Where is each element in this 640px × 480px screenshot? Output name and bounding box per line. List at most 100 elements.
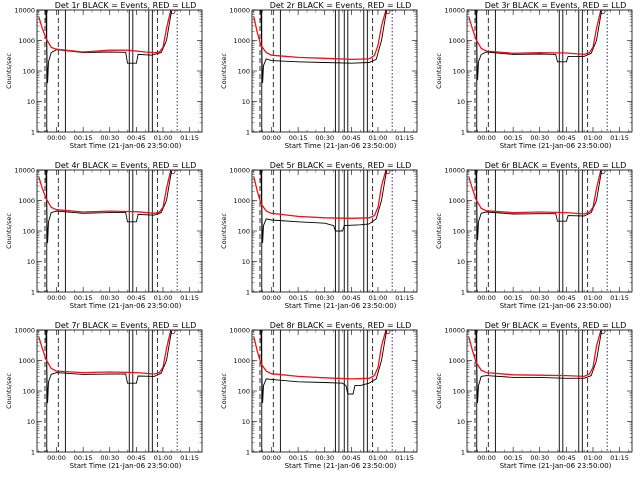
y-tick-label: 1 [31, 449, 35, 457]
x-tick-label: 01:00 [154, 454, 173, 462]
y-tick-label: 1 [31, 289, 35, 297]
events-series-line [468, 170, 611, 241]
y-tick-label: 100 [453, 388, 465, 396]
x-tick-label: 01:15 [180, 294, 199, 302]
x-tick-label: 01:00 [584, 134, 603, 142]
x-tick-label: 00:45 [127, 134, 146, 142]
chart-title: Det 5r BLACK = Events, RED = LLD [270, 161, 412, 170]
y-tick-label: 10 [242, 258, 250, 266]
y-tick-label: 10000 [229, 167, 250, 175]
y-tick-label: 10000 [444, 167, 465, 175]
x-tick-label: 00:45 [342, 134, 361, 142]
events-series-line [38, 170, 181, 244]
lld-series-line [253, 170, 388, 219]
plot-area [38, 330, 181, 452]
chart-title: Det 8r BLACK = Events, RED = LLD [270, 321, 412, 330]
x-tick-label: 00:15 [74, 294, 93, 302]
x-tick-label: 01:00 [154, 294, 173, 302]
x-tick-label: 00:15 [289, 454, 308, 462]
events-series-line [253, 330, 396, 404]
y-axis-label: Counts/sec [220, 373, 228, 409]
x-tick-label: 00:00 [477, 294, 496, 302]
x-tick-label: 01:00 [584, 294, 603, 302]
x-tick-label: 00:15 [289, 294, 308, 302]
y-tick-label: 1000 [233, 197, 250, 205]
x-axis-label: Start Time (21-Jan-06 23:50:00) [500, 462, 612, 470]
y-tick-label: 100 [453, 68, 465, 76]
saturation-marker [385, 330, 391, 335]
chart-panel-6: Det 6r BLACK = Events, RED = LLD 1 10 100 10… [435, 161, 633, 310]
x-tick-label: 00:30 [530, 454, 549, 462]
y-axis-label: Counts/sec [5, 373, 13, 409]
chart-title: Det 6r BLACK = Events, RED = LLD [485, 161, 627, 170]
events-series-line [253, 170, 396, 244]
x-tick-label: 00:30 [100, 454, 119, 462]
chart-title: Det 7r BLACK = Events, RED = LLD [55, 321, 197, 330]
chart-title: Det 9r BLACK = Events, RED = LLD [485, 321, 627, 330]
y-tick-label: 10000 [229, 327, 250, 335]
x-tick-label: 01:15 [395, 454, 414, 462]
chart-title: Det 4r BLACK = Events, RED = LLD [55, 161, 197, 170]
x-tick-label: 00:00 [47, 294, 66, 302]
x-tick-label: 00:00 [477, 134, 496, 142]
x-tick-label: 00:45 [127, 454, 146, 462]
y-tick-label: 1 [246, 289, 250, 297]
saturation-marker [600, 330, 606, 335]
x-axis-label: Start Time (21-Jan-06 23:50:00) [500, 142, 612, 150]
events-series-line [468, 330, 611, 404]
x-tick-label: 00:15 [74, 134, 93, 142]
x-axis-label: Start Time (21-Jan-06 23:50:00) [285, 302, 397, 310]
x-tick-label: 01:00 [584, 454, 603, 462]
x-tick-label: 00:15 [504, 454, 523, 462]
x-tick-label: 00:30 [100, 134, 119, 142]
chart-panel-7: Det 7r BLACK = Events, RED = LLD 1 10 100 10… [5, 321, 203, 470]
y-tick-label: 100 [23, 228, 35, 236]
y-tick-label: 100 [23, 68, 35, 76]
y-tick-label: 1000 [18, 37, 35, 45]
y-tick-label: 10 [457, 98, 465, 106]
x-tick-label: 00:00 [262, 294, 281, 302]
y-tick-label: 1000 [18, 357, 35, 365]
y-tick-label: 10000 [444, 327, 465, 335]
saturation-marker [170, 10, 176, 15]
x-tick-label: 00:45 [127, 294, 146, 302]
lld-series-line [468, 330, 603, 378]
y-tick-label: 10000 [14, 327, 35, 335]
x-tick-label: 01:15 [180, 454, 199, 462]
plot-area [468, 10, 611, 132]
x-tick-label: 00:45 [342, 454, 361, 462]
x-tick-label: 00:15 [289, 134, 308, 142]
y-tick-label: 1000 [18, 197, 35, 205]
saturation-marker [170, 330, 176, 335]
x-tick-label: 00:45 [342, 294, 361, 302]
plot-area [253, 10, 396, 132]
y-tick-label: 10 [242, 98, 250, 106]
x-tick-label: 01:15 [395, 294, 414, 302]
y-axis-label: Counts/sec [435, 53, 443, 89]
saturation-marker [600, 170, 606, 175]
lld-series-line [38, 10, 173, 54]
x-tick-label: 00:15 [504, 134, 523, 142]
x-tick-label: 00:45 [557, 294, 576, 302]
x-tick-label: 00:15 [74, 454, 93, 462]
chart-title: Det 3r BLACK = Events, RED = LLD [485, 1, 627, 10]
x-tick-label: 01:15 [610, 294, 629, 302]
saturation-marker [170, 170, 176, 175]
x-tick-label: 00:45 [557, 134, 576, 142]
y-tick-label: 10 [27, 98, 35, 106]
y-axis-label: Counts/sec [5, 53, 13, 89]
chart-panel-3: Det 3r BLACK = Events, RED = LLD 1 10 100 10… [435, 1, 633, 150]
y-axis-label: Counts/sec [220, 53, 228, 89]
lld-series-line [468, 170, 603, 215]
x-tick-label: 00:30 [530, 134, 549, 142]
x-tick-label: 00:30 [530, 294, 549, 302]
y-tick-label: 10000 [14, 7, 35, 15]
y-tick-label: 10 [457, 258, 465, 266]
plot-area [253, 330, 396, 452]
x-tick-label: 01:15 [180, 134, 199, 142]
plot-area [38, 10, 181, 132]
y-tick-label: 1000 [448, 357, 465, 365]
y-axis-label: Counts/sec [220, 213, 228, 249]
y-tick-label: 10000 [444, 7, 465, 15]
chart-title: Det 1r BLACK = Events, RED = LLD [55, 1, 197, 10]
